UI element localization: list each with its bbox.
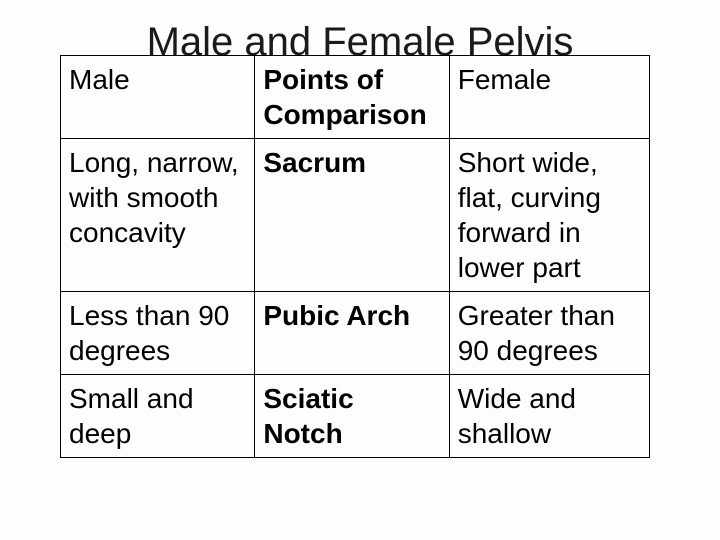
cell-male: Small and deep (61, 375, 255, 458)
comparison-table-wrap: Male Points of Comparison Female Long, n… (60, 55, 650, 458)
header-points: Points of Comparison (255, 56, 449, 139)
cell-points: Sciatic Notch (255, 375, 449, 458)
comparison-table: Male Points of Comparison Female Long, n… (60, 55, 650, 458)
cell-female: Short wide, flat, curving forward in low… (449, 139, 649, 292)
cell-points: Pubic Arch (255, 292, 449, 375)
table-row: Small and deep Sciatic Notch Wide and sh… (61, 375, 650, 458)
header-male: Male (61, 56, 255, 139)
cell-male: Long, narrow, with smooth concavity (61, 139, 255, 292)
table-row: Long, narrow, with smooth concavity Sacr… (61, 139, 650, 292)
cell-female: Wide and shallow (449, 375, 649, 458)
cell-male: Less than 90 degrees (61, 292, 255, 375)
table-row: Less than 90 degrees Pubic Arch Greater … (61, 292, 650, 375)
cell-female: Greater than 90 degrees (449, 292, 649, 375)
header-female: Female (449, 56, 649, 139)
cell-points: Sacrum (255, 139, 449, 292)
table-row: Male Points of Comparison Female (61, 56, 650, 139)
